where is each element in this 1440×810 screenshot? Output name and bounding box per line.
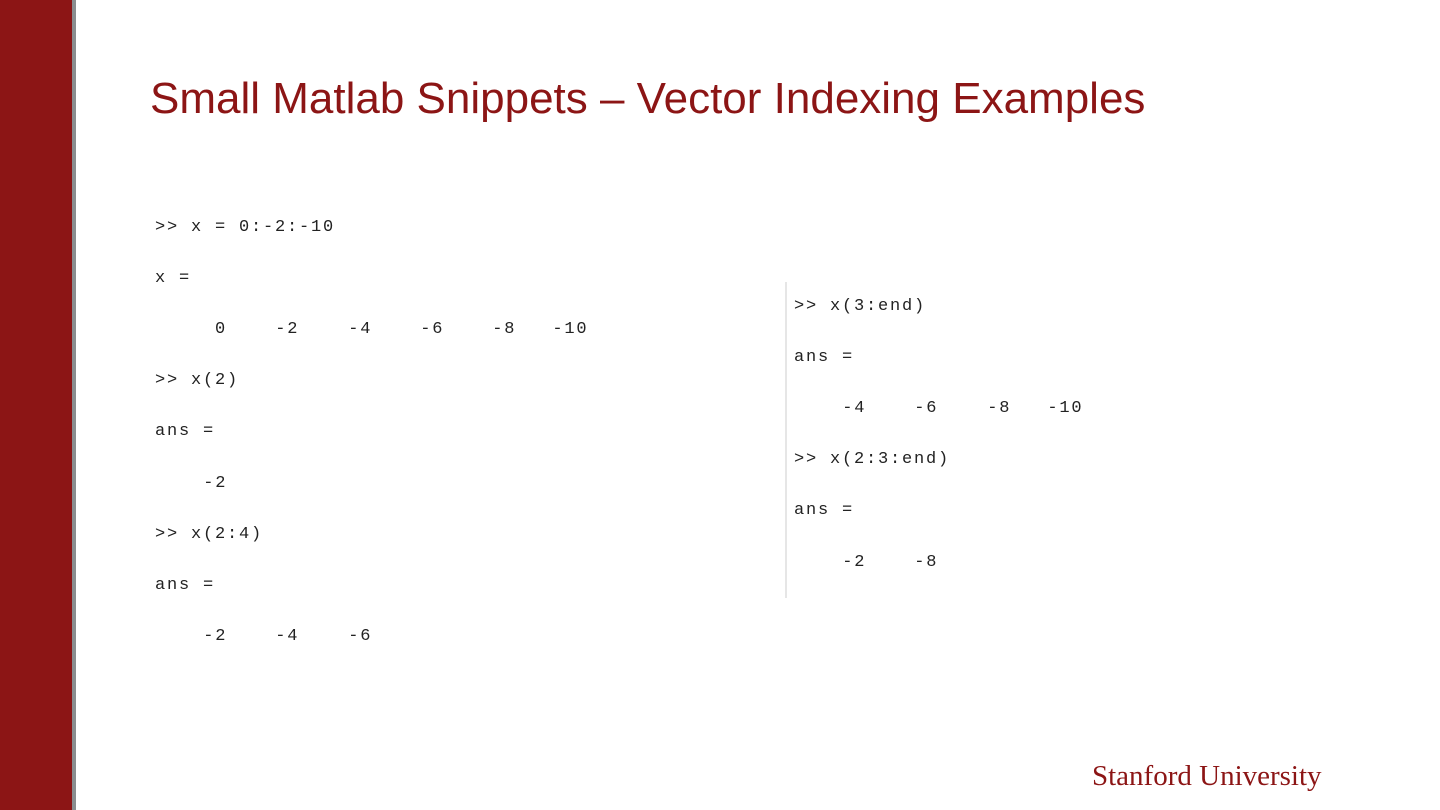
output-value: 0	[215, 320, 228, 340]
side-accent-bar	[0, 0, 72, 810]
output-label: ans =	[155, 422, 216, 442]
output-value: -6	[348, 626, 373, 646]
output-value: -8	[914, 552, 939, 572]
output-value: -10	[1047, 399, 1084, 419]
output-label: ans =	[155, 575, 216, 595]
output-value: -4	[842, 399, 867, 419]
output-value: -2	[275, 320, 300, 340]
output-value: -6	[914, 399, 939, 419]
stanford-logo: Stanford University	[1092, 760, 1322, 792]
output-value: -2	[203, 473, 228, 493]
panel-divider	[785, 282, 787, 598]
command-line: >> x(2)	[155, 371, 240, 391]
command-line: >> x = 0:-2:-10	[155, 218, 336, 237]
command-line: >> x(3:end)	[794, 297, 927, 316]
command-line: >> x(2:3:end)	[794, 450, 951, 470]
output-value: -10	[552, 320, 589, 340]
output-value: -8	[492, 320, 517, 340]
slide-title: Small Matlab Snippets – Vector Indexing …	[150, 74, 1146, 123]
output-value: -6	[420, 320, 445, 340]
output-value: -2	[842, 552, 867, 572]
output-value: -2	[203, 626, 228, 646]
side-accent-edge	[72, 0, 76, 810]
output-label: ans =	[794, 348, 855, 368]
output-value: -8	[987, 399, 1012, 419]
output-value: -4	[348, 320, 373, 340]
output-label: x =	[155, 269, 192, 289]
command-line: >> x(2:4)	[155, 524, 264, 544]
output-value: -4	[275, 626, 300, 646]
output-label: ans =	[794, 501, 855, 521]
